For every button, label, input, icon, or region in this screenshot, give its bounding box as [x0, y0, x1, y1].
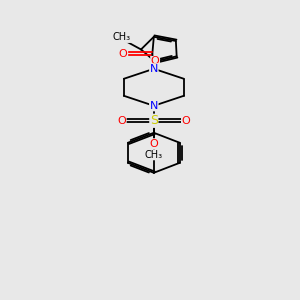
Text: N: N	[150, 101, 158, 111]
Text: S: S	[150, 114, 158, 127]
Text: O: O	[119, 49, 128, 59]
Text: CH₃: CH₃	[112, 32, 130, 43]
Text: O: O	[182, 116, 190, 126]
Text: N: N	[150, 64, 158, 74]
Text: CH₃: CH₃	[145, 150, 163, 160]
Text: O: O	[117, 116, 126, 126]
Text: O: O	[151, 56, 160, 67]
Text: O: O	[149, 139, 158, 149]
